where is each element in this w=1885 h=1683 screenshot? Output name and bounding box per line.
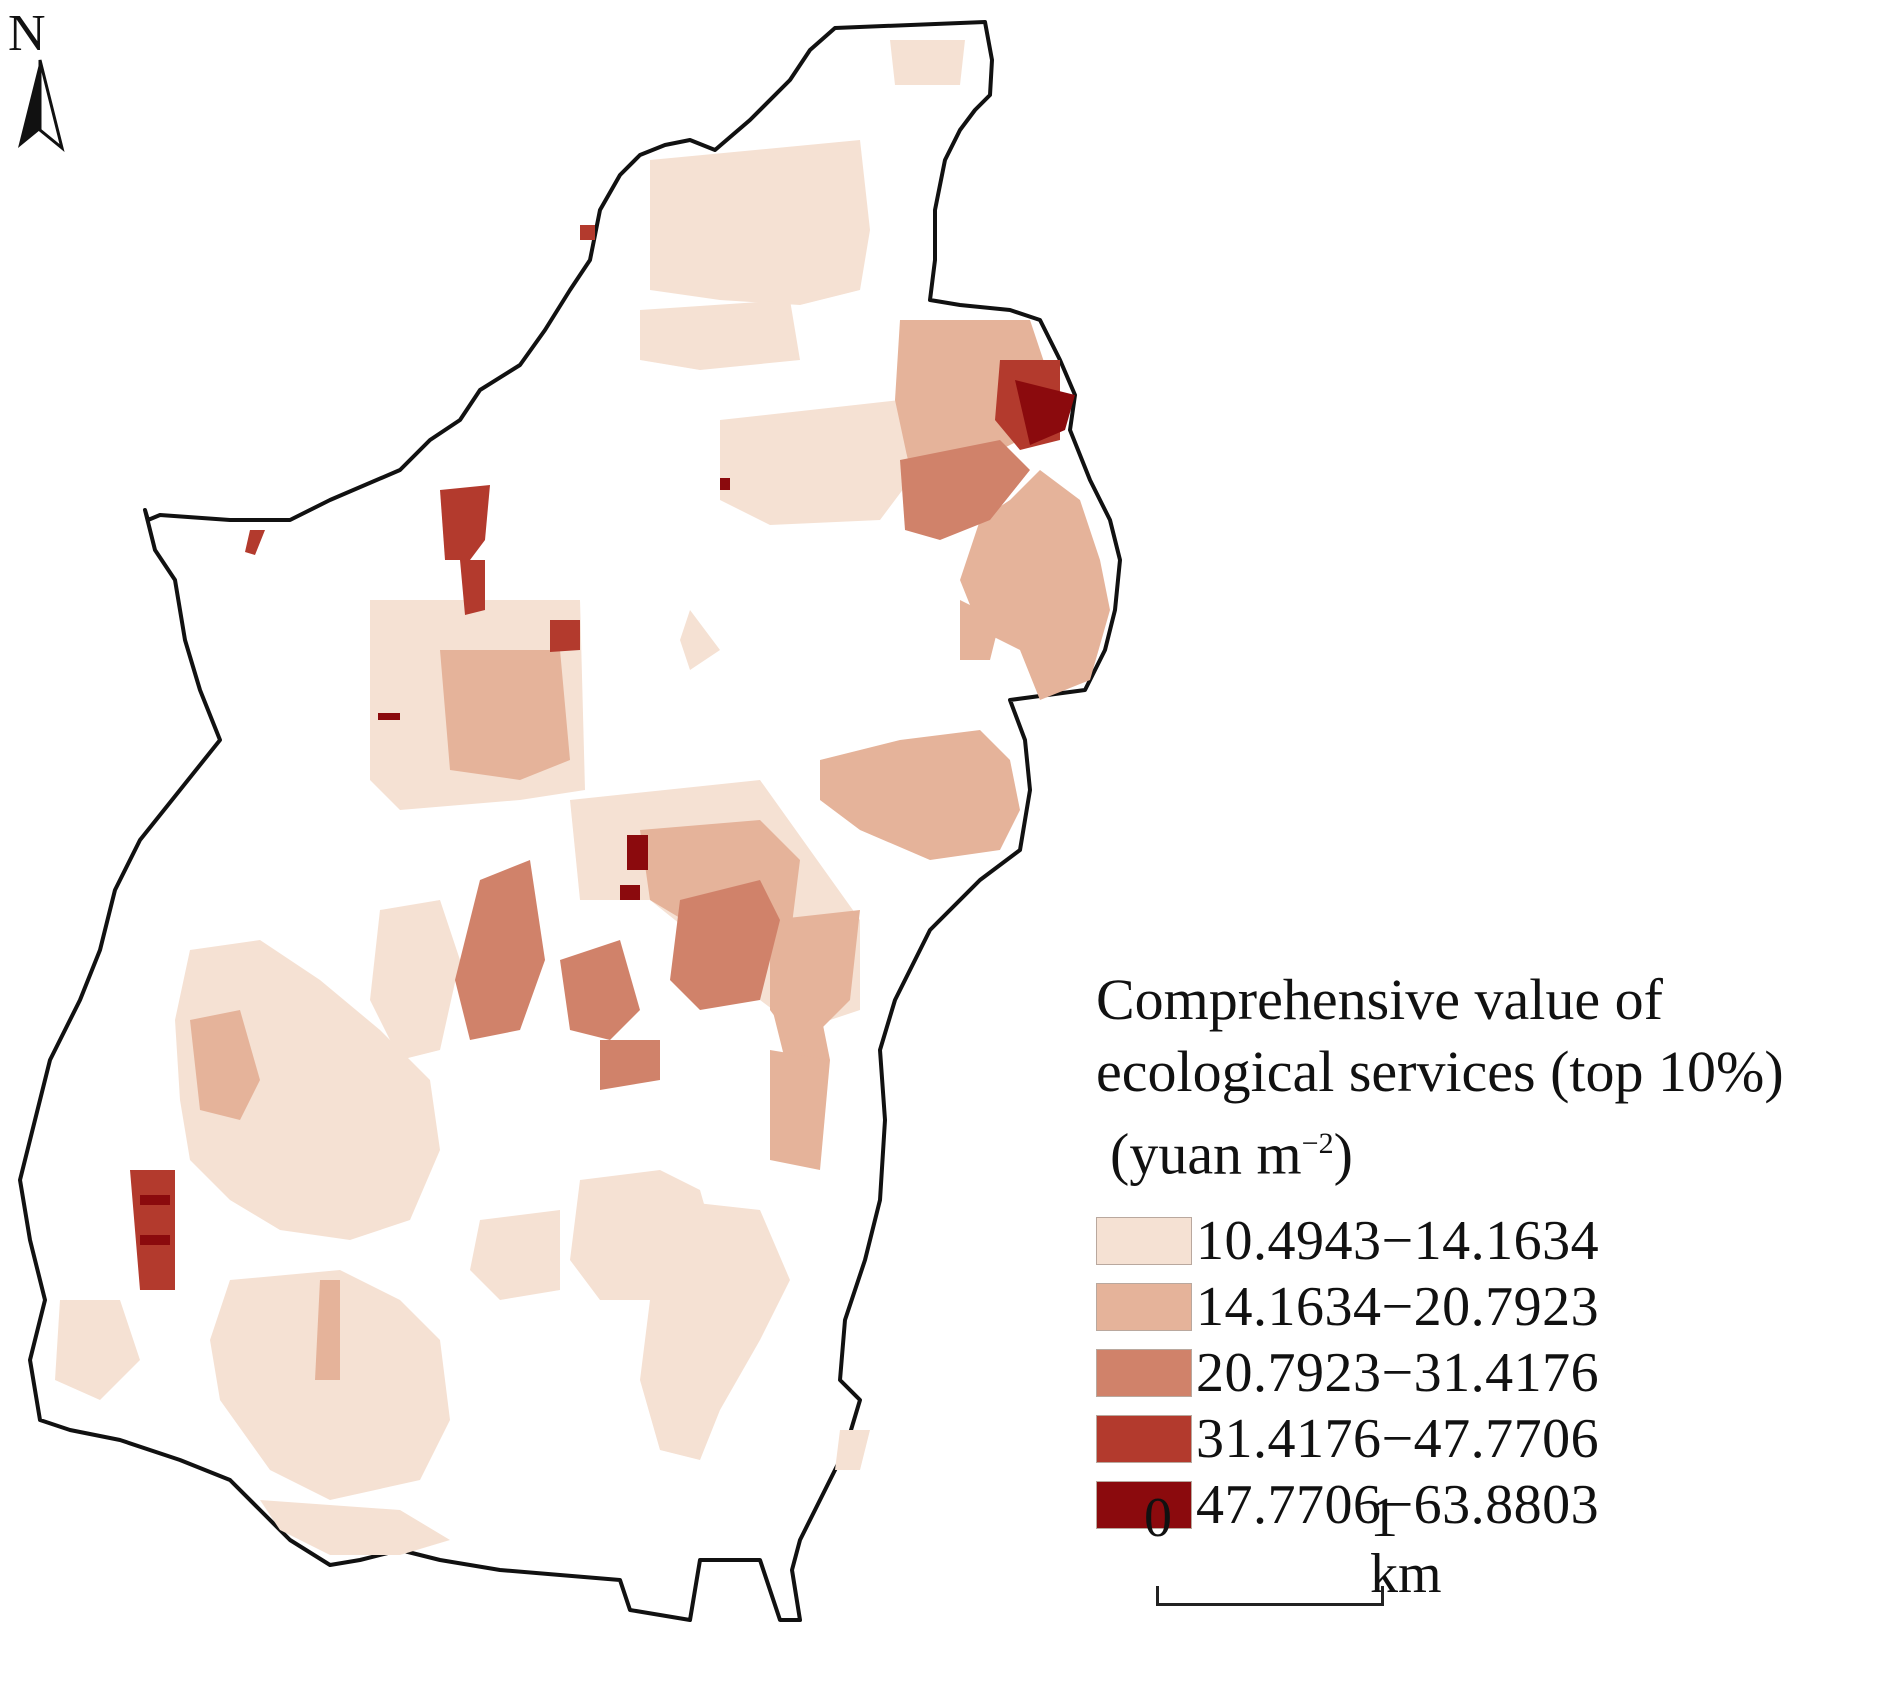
patches-class-5 bbox=[140, 380, 1075, 1245]
patch bbox=[560, 940, 640, 1040]
scale-end-label: 1 km bbox=[1370, 1490, 1442, 1602]
patch bbox=[190, 1010, 260, 1120]
legend-range-label: 47.7706−63.8803 bbox=[1196, 1474, 1600, 1537]
patch bbox=[1015, 380, 1075, 445]
patch bbox=[245, 530, 265, 555]
scale-bar: 0 1 km bbox=[1140, 1487, 1442, 1630]
legend-item: 47.7706−63.8803 bbox=[1096, 1472, 1876, 1538]
legend-items: 10.4943−14.1634 14.1634−20.7923 20.7923−31… bbox=[1096, 1208, 1876, 1538]
patch bbox=[720, 400, 910, 525]
patch bbox=[960, 470, 1110, 700]
legend: Comprehensive value of ecological servic… bbox=[1096, 964, 1876, 1538]
patch bbox=[640, 1200, 790, 1460]
north-label: N bbox=[8, 5, 46, 62]
legend-swatch bbox=[1096, 1217, 1192, 1266]
patch bbox=[210, 1270, 450, 1500]
legend-unit: (yuan m−2) bbox=[1096, 1108, 1876, 1190]
patch bbox=[460, 560, 485, 615]
patch bbox=[640, 300, 800, 370]
patch bbox=[260, 1500, 450, 1555]
patch bbox=[440, 485, 490, 560]
patch bbox=[650, 140, 870, 305]
patch bbox=[890, 40, 965, 85]
legend-item: 20.7923−31.4176 bbox=[1096, 1340, 1876, 1406]
patch bbox=[680, 610, 720, 670]
legend-title-line1: Comprehensive value of bbox=[1096, 967, 1663, 1032]
patch bbox=[627, 835, 648, 870]
patch bbox=[770, 1050, 830, 1170]
scale-line bbox=[1156, 1586, 1384, 1606]
legend-range-label: 10.4943−14.1634 bbox=[1196, 1210, 1600, 1273]
legend-unit-suffix: ) bbox=[1333, 1121, 1353, 1187]
patch bbox=[550, 620, 580, 652]
patch bbox=[140, 1235, 170, 1245]
legend-title-line2: ecological services (top 10%) bbox=[1096, 1039, 1784, 1104]
patch bbox=[140, 1195, 170, 1205]
north-arrow-icon bbox=[18, 59, 65, 153]
legend-item: 31.4176−47.7706 bbox=[1096, 1406, 1876, 1472]
patch bbox=[580, 225, 595, 240]
scale-end-value: 1 bbox=[1370, 1487, 1398, 1549]
patch bbox=[315, 1280, 340, 1380]
legend-unit-prefix: (yuan m bbox=[1110, 1121, 1302, 1187]
patch bbox=[455, 860, 545, 1040]
patch bbox=[370, 900, 460, 1060]
patch bbox=[720, 478, 730, 490]
legend-swatch bbox=[1096, 1283, 1192, 1332]
patch bbox=[835, 1430, 870, 1470]
patch bbox=[700, 960, 760, 1000]
patch bbox=[55, 1300, 140, 1400]
legend-range-label: 14.1634−20.7923 bbox=[1196, 1276, 1600, 1339]
patch bbox=[820, 730, 1020, 860]
patch bbox=[378, 713, 400, 720]
legend-swatch bbox=[1096, 1349, 1192, 1398]
legend-title: Comprehensive value of ecological servic… bbox=[1096, 964, 1876, 1190]
legend-swatch bbox=[1096, 1481, 1192, 1530]
legend-range-label: 31.4176−47.7706 bbox=[1196, 1408, 1600, 1471]
patch bbox=[620, 885, 640, 900]
patches-class-3 bbox=[455, 440, 1030, 1090]
legend-item: 14.1634−20.7923 bbox=[1096, 1274, 1876, 1340]
patch bbox=[960, 600, 1000, 660]
legend-item: 10.4943−14.1634 bbox=[1096, 1208, 1876, 1274]
legend-range-label: 20.7923−31.4176 bbox=[1196, 1342, 1600, 1405]
patch bbox=[440, 650, 570, 780]
legend-unit-exponent: −2 bbox=[1301, 1127, 1334, 1160]
legend-swatch bbox=[1096, 1415, 1192, 1464]
patch bbox=[900, 440, 1030, 540]
patch bbox=[470, 1210, 560, 1300]
patches-class-2 bbox=[190, 320, 1110, 1380]
patch bbox=[600, 1040, 660, 1090]
scale-start-label: 0 bbox=[1144, 1487, 1172, 1549]
